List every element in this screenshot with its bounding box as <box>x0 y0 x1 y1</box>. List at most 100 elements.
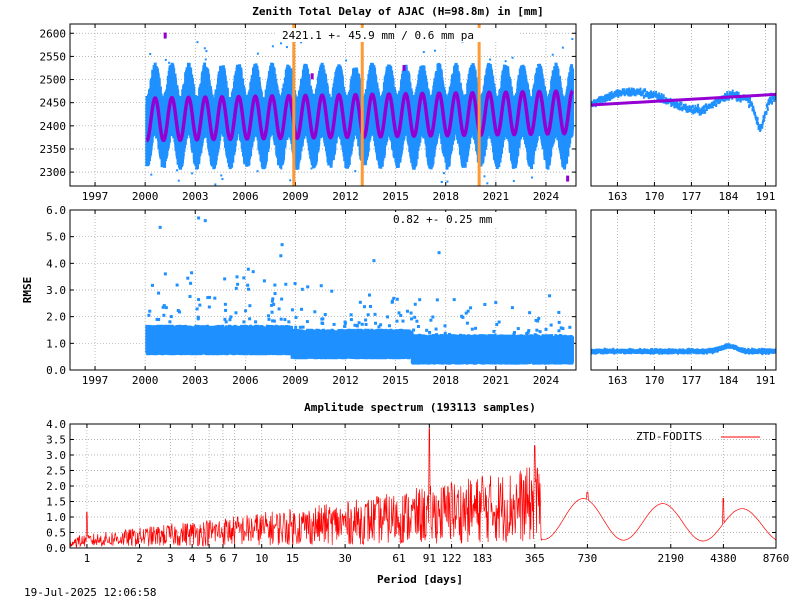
ztd-outlier-point <box>300 41 303 44</box>
x-tick-label: 2024 <box>533 374 560 387</box>
rmse-outlier-point <box>189 281 193 285</box>
axis-frame <box>590 23 777 187</box>
plot-area <box>591 343 776 356</box>
rmse-outlier-point <box>150 283 154 287</box>
rmse-outlier-point <box>272 319 276 323</box>
rmse-outlier-point <box>279 254 283 258</box>
rmse-outlier-point <box>493 333 497 337</box>
rmse-outlier-point <box>332 322 336 326</box>
rmse-outlier-point <box>416 325 420 329</box>
x-tick-label: 2021 <box>483 374 510 387</box>
axis-frame <box>69 423 777 549</box>
rmse-outlier-point <box>188 295 192 299</box>
ztd-annotation: 2421.1 +- 45.9 mm / 0.6 mm pa <box>282 29 474 42</box>
ztd-outlier-point <box>372 195 374 197</box>
ztd-outlier-point <box>411 195 413 197</box>
rmse-outlier-point <box>235 275 239 279</box>
rmse-outlier-point <box>409 311 413 315</box>
rmse-outlier-point <box>410 317 414 321</box>
rmse-outlier-point <box>224 308 228 312</box>
rmse-outlier-point <box>495 322 499 326</box>
rmse-outlier-point <box>557 310 561 314</box>
rmse-outlier-point <box>525 332 529 336</box>
rmse-outlier-point <box>271 297 275 301</box>
rmse-outlier-point <box>157 318 161 322</box>
x-tick-label: 365 <box>525 552 545 565</box>
x-tick-label: 184 <box>718 190 738 203</box>
plot-area <box>591 87 776 132</box>
rmse-outlier-point <box>366 313 370 317</box>
rmse-outlier-point <box>405 309 409 313</box>
rmse-outlier-point <box>270 310 274 314</box>
rmse-outlier-point <box>319 284 323 288</box>
rmse-outlier-point <box>418 298 422 302</box>
rmse-outlier-point <box>164 306 168 310</box>
rmse-outlier-point <box>429 318 433 322</box>
ztd-model-outlier <box>402 64 406 71</box>
rmse-outlier-point <box>349 313 353 317</box>
ztd-outlier-point <box>204 58 207 61</box>
ztd-outlier-point <box>440 180 443 183</box>
rmse-outlier-point <box>254 320 258 324</box>
ztd-outlier-point <box>561 46 564 49</box>
rmse-outlier-point <box>548 294 552 298</box>
rmse-outlier-point <box>512 332 516 336</box>
rmse-outlier-point <box>364 318 368 322</box>
timestamp-footer: 19-Jul-2025 12:06:58 <box>24 586 156 599</box>
x-tick-label: 191 <box>755 190 775 203</box>
ztd-outlier-point <box>310 167 313 170</box>
ztd-model-outlier <box>310 73 314 80</box>
rmse-outlier-point <box>147 313 151 317</box>
rmse-outlier-point <box>213 296 217 300</box>
rmse-outlier-point <box>465 321 469 325</box>
ztd-outlier-point <box>256 170 259 173</box>
y-tick-label: 0.0 <box>46 542 66 555</box>
rmse-outlier-point <box>435 333 439 337</box>
x-tick-label: 2018 <box>432 374 459 387</box>
x-tick-label: 163 <box>607 190 627 203</box>
y-tick-label: 3.5 <box>46 434 66 447</box>
rmse-outlier-point <box>434 327 438 331</box>
x-tick-label: 1 <box>84 552 91 565</box>
spectrum-line <box>70 428 776 548</box>
rmse-outlier-point <box>280 297 284 301</box>
rmse-outlier-point <box>397 311 401 315</box>
ztd-outlier-point <box>279 42 282 45</box>
rmse-outlier-point <box>203 219 207 223</box>
x-tick-label: 61 <box>392 552 405 565</box>
x-tick-label: 2003 <box>182 374 209 387</box>
ztd-outlier-point <box>511 56 514 59</box>
rmse-outlier-point <box>537 316 541 320</box>
rmse-outlier-point <box>294 315 298 319</box>
x-tick-label: 4 <box>189 552 196 565</box>
rmse-outlier-point <box>568 325 572 329</box>
ztd-outlier-point <box>571 38 574 41</box>
rmse-outlier-point <box>155 317 159 321</box>
x-tick-label: 2018 <box>432 190 459 203</box>
rmse-outlier-point <box>469 306 473 310</box>
rmse-y-axis-label: RMSE <box>21 277 34 304</box>
rmse-outlier-point <box>377 325 381 329</box>
ztd-main-panel: 1997 2000 2003 2006 2009 2012 2015 2018 2021 2024… <box>40 23 577 203</box>
rmse-outlier-point <box>277 307 281 311</box>
rmse-outlier-point <box>248 317 252 321</box>
rmse-outlier-point <box>470 327 474 331</box>
ztd-outlier-point <box>570 197 572 199</box>
rmse-outlier-point <box>246 283 250 287</box>
rmse-outlier-point <box>561 327 565 331</box>
rmse-outlier-point <box>290 308 294 312</box>
y-tick-label: 3.0 <box>46 449 66 462</box>
rmse-outlier-point <box>267 317 271 321</box>
rmse-outlier-point <box>379 323 383 327</box>
rmse-zoom-observations <box>591 343 776 356</box>
x-tick-label: 2 <box>136 552 143 565</box>
rmse-outlier-point <box>169 315 173 319</box>
y-tick-label: 0.0 <box>46 364 66 377</box>
ztd-outlier-point <box>422 51 425 54</box>
rmse-outlier-point <box>494 301 498 305</box>
ztd-annotation-bg <box>276 28 518 42</box>
plot-area <box>145 24 574 199</box>
rmse-outlier-point <box>368 304 372 308</box>
x-tick-label: 2006 <box>232 374 259 387</box>
